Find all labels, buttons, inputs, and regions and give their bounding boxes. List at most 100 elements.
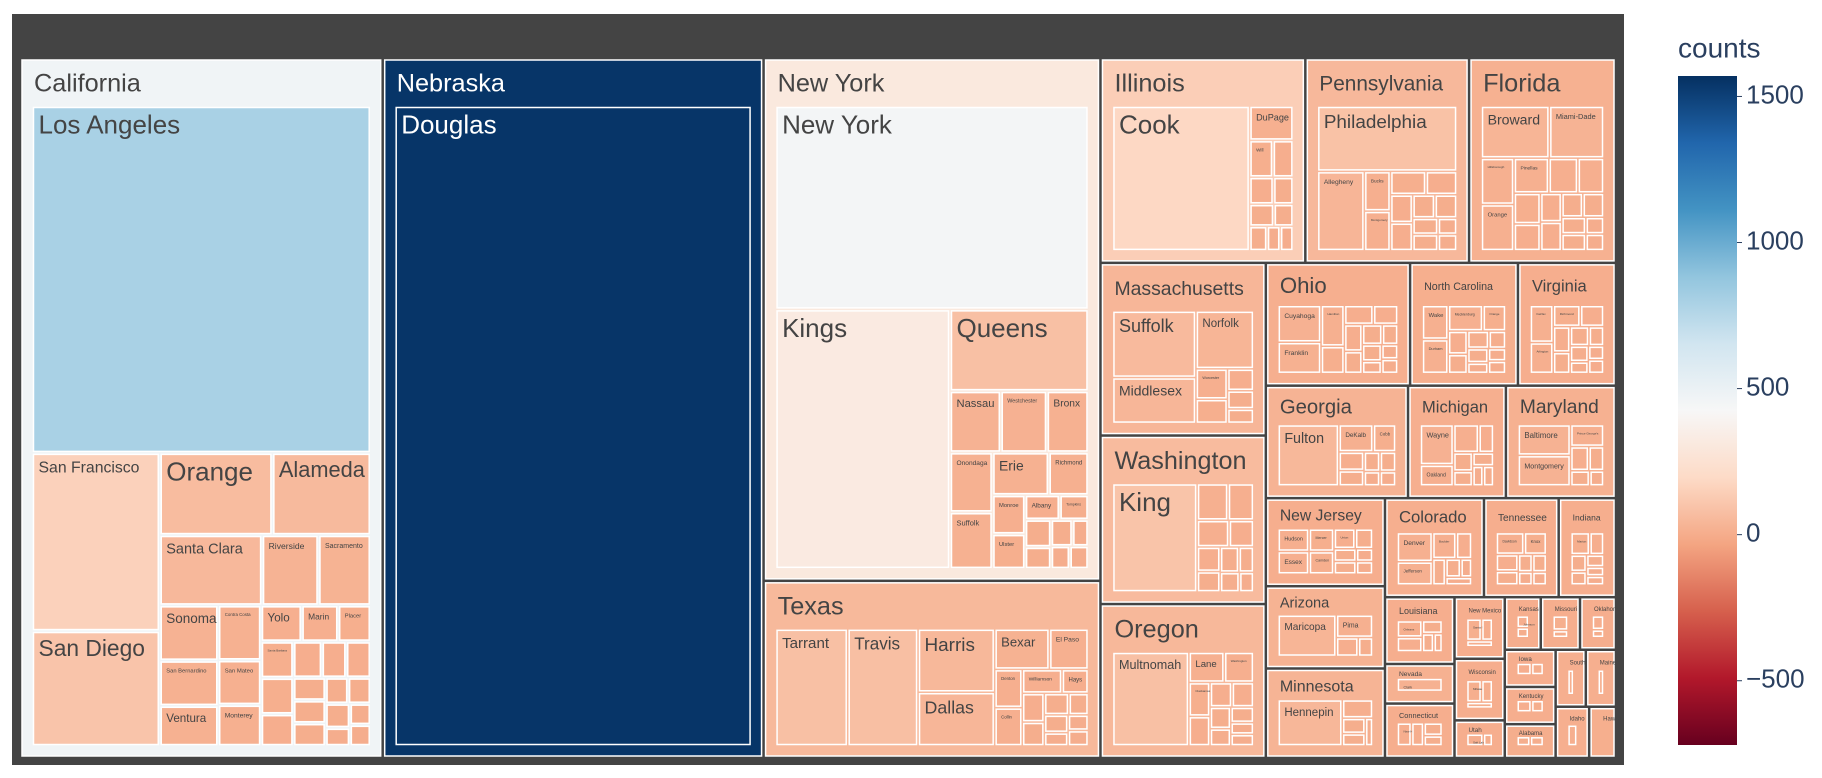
state-label: Louisiana [1399,606,1438,616]
county-tile [1068,715,1088,730]
county-tile [1239,547,1254,572]
colorbar-tick-label: 0 [1746,518,1760,548]
county-label: Cook [1119,109,1181,139]
state-label: Nebraska [397,70,506,98]
county-tile [1496,571,1518,585]
county-label: Boulder [1439,539,1449,543]
county-label: Cobb [1380,431,1391,436]
county-label: Monroe [999,503,1019,509]
county-tile [1321,306,1344,346]
county-tile [993,453,1049,495]
county-label: Orleans [1403,627,1414,631]
county-tile [160,535,262,605]
county-tile [1343,734,1365,746]
county-tile [1228,369,1254,390]
county-tile [1586,234,1604,251]
county-tile [1541,222,1561,251]
county-label: Westchester [1007,399,1037,405]
county-tile [294,723,325,746]
county-label: Oakland [1427,472,1446,478]
county-label: Travis [854,634,900,653]
county-tile [1278,425,1339,486]
state-label: Massachusetts [1114,278,1243,300]
county-tile [1025,495,1059,519]
county-tile [1570,327,1589,346]
county-tile [1413,218,1438,234]
county-tile [1382,325,1398,344]
county-label: Orange [166,456,253,486]
county-tile [1366,718,1373,746]
county-label: Camden [1316,559,1330,563]
county-tile [993,534,1025,569]
county-tile [1562,217,1586,234]
county-tile [1454,472,1472,486]
county-tile [1533,572,1546,585]
county-label: Norfolk [1202,318,1239,330]
colorbar-tick-label: 1000 [1746,225,1804,255]
county-tile [1496,555,1518,571]
county-tile [1592,630,1604,638]
county-tile [1373,425,1396,452]
state-label: Tennessee [1498,513,1547,524]
county-tile [1433,533,1456,559]
county-label: San Diego [39,635,145,661]
county-label: Richmond [1055,460,1082,466]
county-tile [1197,572,1220,592]
county-tile [1420,465,1453,486]
county-tile [1532,701,1543,712]
county-tile [1483,734,1493,746]
county-label: Richmond [1560,312,1574,316]
county-tile [1274,177,1293,204]
county-tile [1446,559,1460,577]
county-tile [1454,425,1479,452]
county-tile [1273,141,1293,177]
county-tile [1589,327,1604,346]
county-tile [1337,615,1373,637]
county-tile [1532,663,1543,675]
county-tile [1231,723,1254,734]
county-tile [1113,652,1189,746]
county-tile [1423,634,1434,652]
county-tile [1590,533,1604,555]
county-tile [1025,547,1051,569]
county-tile [1467,619,1481,640]
county-tile [1339,425,1373,452]
county-label: Cuyahoga [1284,313,1315,320]
county-tile [1514,193,1540,224]
county-tile [1250,177,1273,204]
state-label: Alabama [1519,731,1543,737]
county-tile [1461,559,1472,577]
county-tile [319,535,370,605]
county-tile [1420,425,1453,465]
county-tile [1533,555,1546,572]
state-label: Kansas [1519,607,1539,613]
county-tile [1553,353,1570,373]
state-label: Colorado [1399,508,1467,527]
county-tile [1571,447,1589,471]
county-tile [1364,472,1380,486]
state-label: Connecticut [1399,711,1438,720]
county-tile [1391,195,1412,223]
county-label: Union [1340,536,1348,540]
county-tile [995,629,1049,669]
county-tile [1196,369,1227,399]
county-tile [1422,340,1448,373]
county-label: Will [1256,147,1263,152]
county-tile [1517,701,1531,712]
county-tile [326,728,350,746]
county-tile [1380,472,1396,486]
county-label: Philadelphia [1324,112,1427,133]
county-label: Erie [999,458,1024,474]
county-tile [160,606,218,660]
county-tile [1468,363,1488,373]
county-tile [1549,158,1578,193]
state-label: Pennsylvania [1319,73,1443,96]
county-tile [218,660,261,705]
county-tile [1571,555,1586,571]
county-label: Collin [1001,715,1012,720]
county-tile [1070,546,1088,569]
county-tile [1589,346,1604,360]
county-tile [1343,718,1365,733]
county-tile [1050,629,1088,669]
county-tile [1051,520,1072,546]
